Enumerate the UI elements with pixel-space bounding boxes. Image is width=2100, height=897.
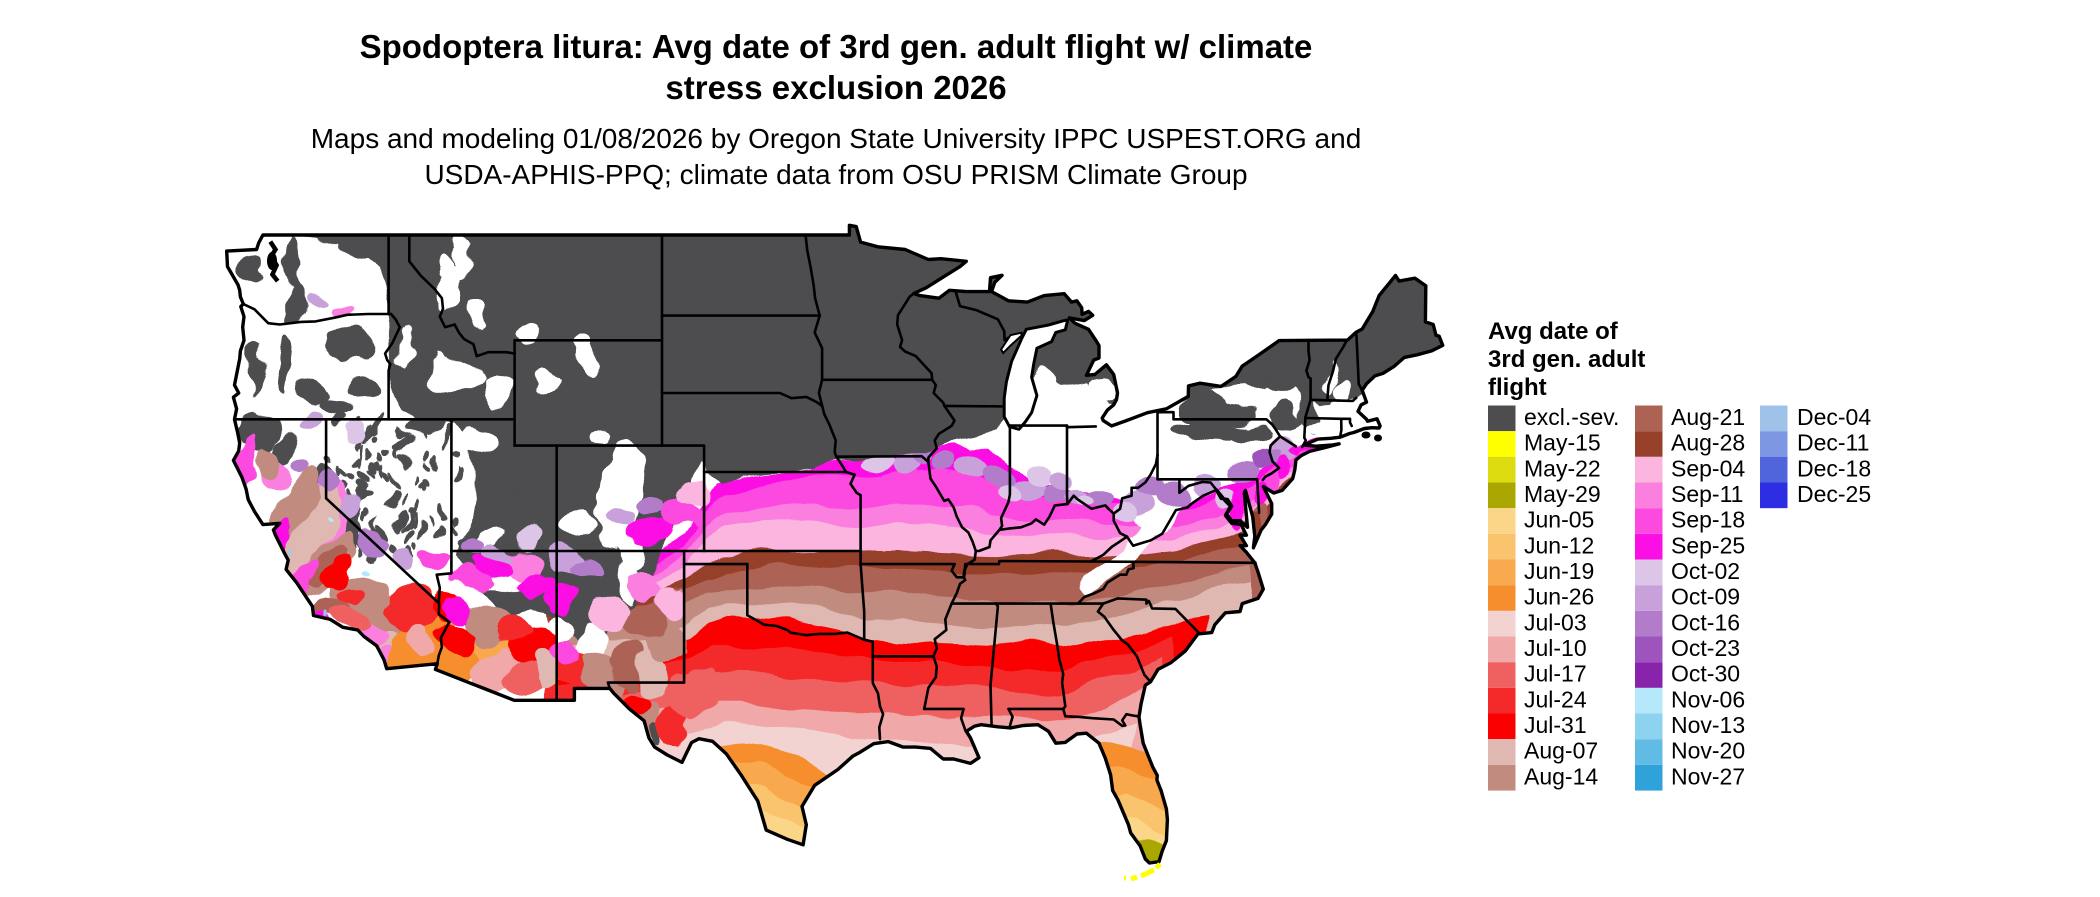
svg-text:stress exclusion 2026: stress exclusion 2026	[665, 69, 1006, 106]
svg-text:3rd gen. adult: 3rd gen. adult	[1488, 346, 1645, 373]
svg-text:Dec-04: Dec-04	[1797, 404, 1871, 430]
svg-text:Jul-24: Jul-24	[1524, 686, 1587, 712]
svg-text:flight: flight	[1488, 374, 1547, 401]
svg-text:USDA-APHIS-PPQ; climate data f: USDA-APHIS-PPQ; climate data from OSU PR…	[424, 159, 1247, 190]
svg-text:Sep-18: Sep-18	[1671, 507, 1745, 533]
svg-text:Nov-06: Nov-06	[1671, 686, 1745, 712]
svg-text:Spodoptera litura: Avg date of: Spodoptera litura: Avg date of 3rd gen. …	[360, 28, 1313, 65]
svg-text:Aug-07: Aug-07	[1524, 738, 1598, 764]
svg-text:May-29: May-29	[1524, 481, 1601, 507]
svg-text:Oct-23: Oct-23	[1671, 635, 1740, 661]
svg-text:Jul-31: Jul-31	[1524, 712, 1587, 738]
svg-text:Dec-11: Dec-11	[1797, 430, 1869, 456]
svg-text:excl.-sev.: excl.-sev.	[1524, 404, 1619, 430]
svg-text:Avg date of: Avg date of	[1488, 318, 1619, 345]
svg-text:Jun-26: Jun-26	[1524, 584, 1594, 610]
svg-text:May-22: May-22	[1524, 455, 1601, 481]
svg-text:Nov-27: Nov-27	[1671, 763, 1745, 789]
svg-text:Aug-14: Aug-14	[1524, 763, 1598, 789]
svg-text:Jul-17: Jul-17	[1524, 661, 1587, 687]
svg-text:Oct-16: Oct-16	[1671, 609, 1740, 635]
svg-text:Oct-09: Oct-09	[1671, 584, 1740, 610]
svg-text:Oct-30: Oct-30	[1671, 661, 1740, 687]
svg-text:Sep-11: Sep-11	[1671, 481, 1743, 507]
svg-text:Sep-25: Sep-25	[1671, 532, 1745, 558]
svg-text:Jun-12: Jun-12	[1524, 532, 1594, 558]
svg-text:Dec-25: Dec-25	[1797, 481, 1871, 507]
svg-text:Dec-18: Dec-18	[1797, 455, 1871, 481]
svg-text:Sep-04: Sep-04	[1671, 455, 1745, 481]
svg-text:Jul-10: Jul-10	[1524, 635, 1587, 661]
svg-text:May-15: May-15	[1524, 430, 1601, 456]
svg-text:Nov-13: Nov-13	[1671, 712, 1745, 738]
svg-text:Aug-28: Aug-28	[1671, 430, 1745, 456]
svg-text:Jul-03: Jul-03	[1524, 609, 1587, 635]
svg-text:Maps and modeling 01/08/2026 b: Maps and modeling 01/08/2026 by Oregon S…	[311, 123, 1362, 154]
svg-text:Jun-05: Jun-05	[1524, 507, 1594, 533]
svg-text:Nov-20: Nov-20	[1671, 738, 1745, 764]
svg-text:Aug-21: Aug-21	[1671, 404, 1745, 430]
svg-text:Jun-19: Jun-19	[1524, 558, 1594, 584]
svg-text:Oct-02: Oct-02	[1671, 558, 1740, 584]
